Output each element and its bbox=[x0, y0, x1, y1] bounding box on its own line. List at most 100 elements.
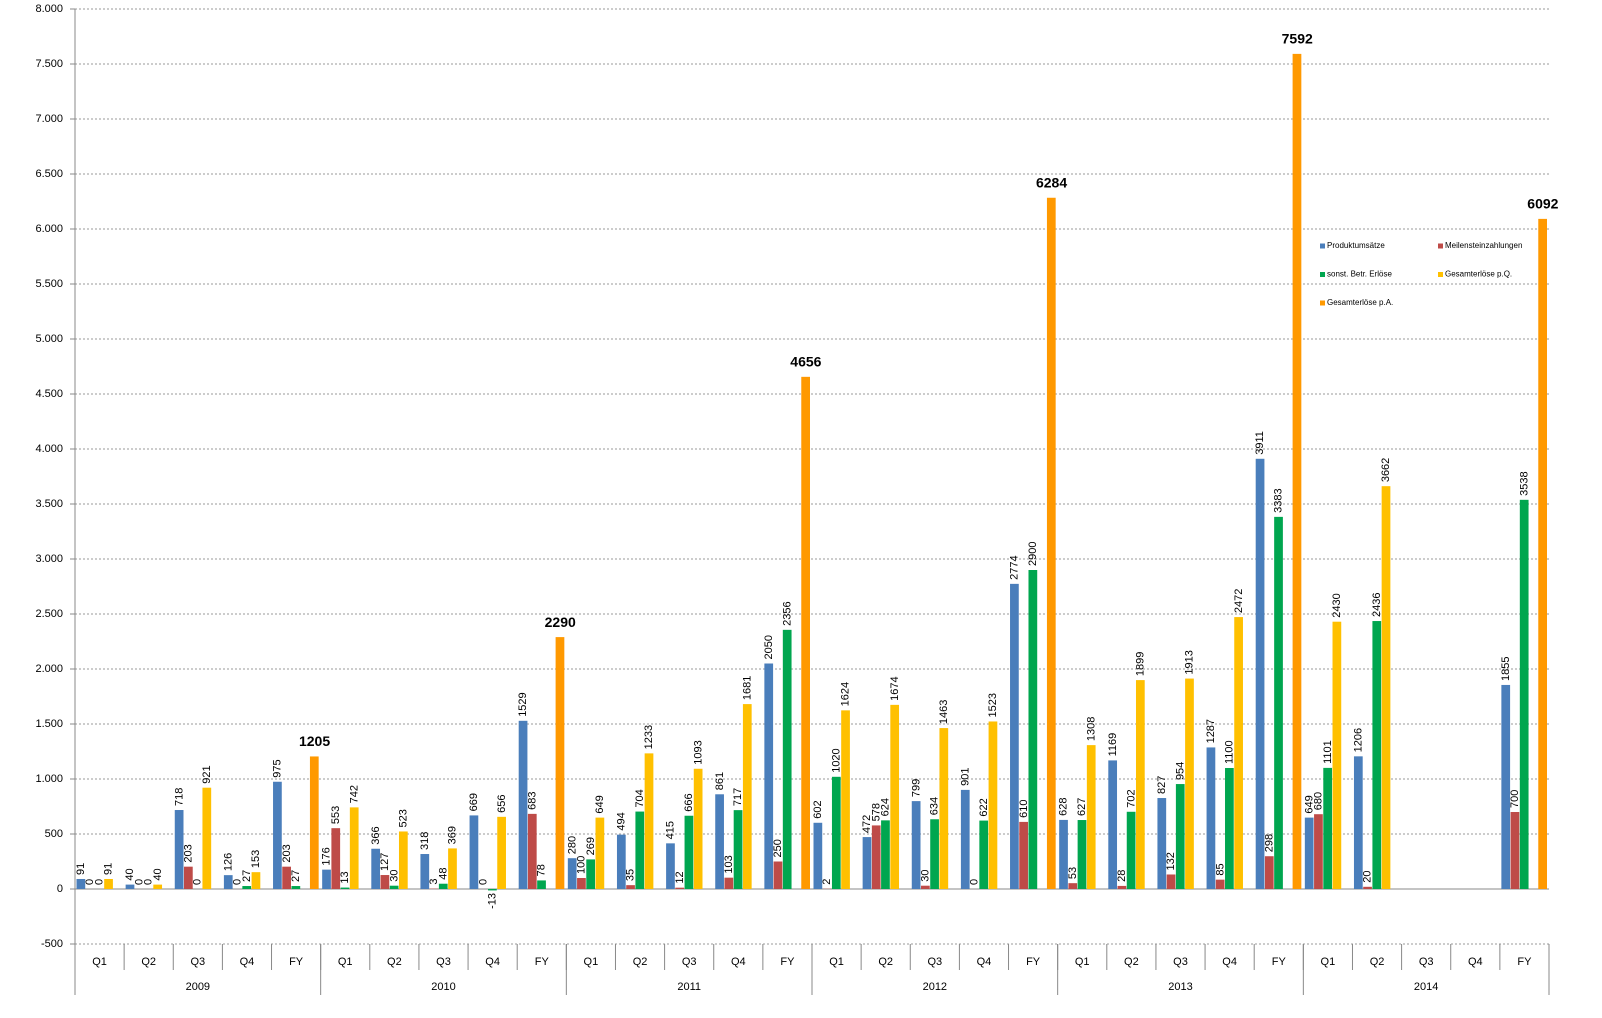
bar bbox=[1126, 811, 1136, 889]
value-label: 298 bbox=[1263, 834, 1275, 852]
y-tick-label: 4.500 bbox=[35, 388, 63, 400]
bar bbox=[684, 815, 694, 889]
value-label: 13 bbox=[339, 871, 351, 883]
x-tick-label: Q3 bbox=[436, 956, 451, 968]
value-label: 6092 bbox=[1527, 196, 1558, 212]
value-label: 1529 bbox=[517, 692, 529, 716]
value-label: 369 bbox=[447, 826, 459, 844]
legend-swatch bbox=[1438, 243, 1443, 249]
value-label: 100 bbox=[576, 856, 588, 874]
bar bbox=[202, 787, 212, 889]
bar bbox=[960, 789, 970, 889]
x-tick-label: Q4 bbox=[240, 956, 255, 968]
value-label: 48 bbox=[437, 867, 449, 879]
bar bbox=[291, 886, 301, 889]
y-tick-label: 7.000 bbox=[35, 113, 63, 125]
value-label: 680 bbox=[1313, 792, 1325, 810]
bar bbox=[626, 885, 635, 889]
bar bbox=[340, 887, 350, 889]
bar bbox=[1304, 817, 1314, 889]
value-label: 40 bbox=[124, 868, 136, 880]
bar bbox=[733, 810, 743, 889]
value-label: 1463 bbox=[938, 700, 950, 724]
value-label: 634 bbox=[929, 797, 941, 815]
bar bbox=[518, 720, 528, 889]
value-label: 3911 bbox=[1254, 431, 1266, 455]
bar bbox=[1519, 499, 1529, 889]
value-label: 35 bbox=[625, 869, 637, 881]
value-label: 0 bbox=[477, 879, 489, 885]
value-label: 2050 bbox=[763, 635, 775, 659]
value-label: 40 bbox=[152, 868, 164, 880]
value-label: 3538 bbox=[1518, 471, 1530, 495]
bar bbox=[153, 884, 163, 889]
x-tick-label: Q2 bbox=[1124, 956, 1139, 968]
x-tick-label: FY bbox=[1026, 956, 1041, 968]
bar bbox=[331, 828, 341, 889]
value-label: 30 bbox=[920, 869, 932, 881]
bar bbox=[1135, 680, 1145, 889]
bar bbox=[801, 376, 810, 890]
bar bbox=[881, 820, 890, 889]
bar bbox=[1234, 617, 1243, 889]
value-label: 1287 bbox=[1205, 719, 1217, 743]
x-tick-label: Q4 bbox=[1222, 956, 1237, 968]
value-label: 3383 bbox=[1273, 488, 1285, 512]
bar bbox=[371, 848, 381, 889]
value-label: 1855 bbox=[1500, 656, 1512, 680]
value-label: 91 bbox=[103, 863, 115, 875]
x-tick-label: Q1 bbox=[1321, 956, 1336, 968]
bar bbox=[1185, 678, 1194, 889]
bar bbox=[349, 807, 359, 889]
bar bbox=[616, 834, 626, 889]
bar bbox=[1068, 883, 1078, 889]
x-tick-label: Q3 bbox=[1419, 956, 1434, 968]
value-label: 4656 bbox=[790, 354, 821, 370]
value-label: 53 bbox=[1067, 867, 1079, 879]
value-label: 523 bbox=[397, 809, 409, 827]
year-label: 2009 bbox=[186, 981, 210, 993]
value-label: 628 bbox=[1058, 798, 1070, 816]
value-label: 1308 bbox=[1085, 717, 1097, 741]
y-tick-label: 3.000 bbox=[35, 553, 63, 565]
value-label: 975 bbox=[272, 759, 284, 777]
value-label: 0 bbox=[232, 879, 244, 885]
x-tick-label: Q1 bbox=[338, 956, 353, 968]
x-tick-label: Q1 bbox=[92, 956, 107, 968]
x-tick-label: Q4 bbox=[485, 956, 500, 968]
legend-label: Gesamterlöse p.A. bbox=[1327, 298, 1393, 307]
value-label: 1206 bbox=[1352, 728, 1364, 752]
value-label: 2436 bbox=[1371, 593, 1383, 617]
bar bbox=[1332, 621, 1342, 889]
value-label: 472 bbox=[861, 815, 873, 833]
value-label: 666 bbox=[683, 793, 695, 811]
x-tick-label: FY bbox=[535, 956, 550, 968]
value-label: 132 bbox=[1165, 852, 1177, 870]
value-label: 250 bbox=[772, 839, 784, 857]
bar bbox=[1166, 874, 1176, 889]
bar bbox=[420, 854, 430, 889]
legend-swatch bbox=[1320, 243, 1325, 249]
bar bbox=[1046, 197, 1056, 889]
bar bbox=[273, 781, 282, 889]
value-label: 704 bbox=[634, 789, 646, 807]
y-tick-label: 5.500 bbox=[35, 278, 63, 290]
value-label: -13 bbox=[487, 893, 499, 909]
value-label: 2290 bbox=[545, 614, 576, 630]
bar bbox=[488, 889, 497, 891]
value-label: 649 bbox=[594, 795, 606, 813]
x-tick-label: Q2 bbox=[878, 956, 893, 968]
value-label: 700 bbox=[1509, 790, 1521, 808]
bar bbox=[1215, 879, 1225, 889]
value-label: 602 bbox=[812, 800, 824, 818]
bar bbox=[1108, 760, 1118, 889]
bar bbox=[1372, 621, 1382, 889]
value-label: 1233 bbox=[643, 725, 655, 749]
bar bbox=[438, 883, 448, 889]
value-label: 1169 bbox=[1107, 733, 1119, 757]
value-label: 1093 bbox=[692, 740, 704, 764]
bar bbox=[715, 794, 724, 889]
bar bbox=[555, 637, 565, 889]
value-label: 718 bbox=[173, 788, 185, 806]
bar bbox=[930, 819, 939, 889]
